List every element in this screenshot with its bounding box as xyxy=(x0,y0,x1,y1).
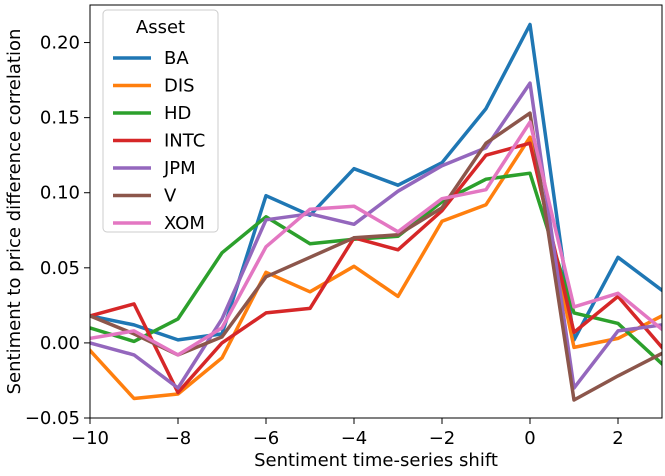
y-tick-label: 0.00 xyxy=(40,333,80,354)
legend-box xyxy=(102,9,219,233)
series-line-intc xyxy=(90,141,662,395)
x-axis-label: Sentiment time-series shift xyxy=(254,450,498,471)
y-tick-label: −0.05 xyxy=(25,408,80,429)
y-axis-label: Sentiment to price difference correlatio… xyxy=(4,29,25,395)
x-tick-label: 2 xyxy=(612,428,623,449)
legend-label: INTC xyxy=(164,131,205,152)
legend-label: XOM xyxy=(164,213,205,234)
series-lines xyxy=(90,22,662,402)
legend-label: JPM xyxy=(163,158,196,179)
legend-items: BA DIS HD INTC JPM V XOM xyxy=(113,48,205,234)
legend-label: HD xyxy=(164,103,191,124)
x-tick-label: 0 xyxy=(524,428,535,449)
x-tick-label: −8 xyxy=(165,428,192,449)
series-line-jpm xyxy=(90,81,662,390)
x-tick-label: −10 xyxy=(71,428,109,449)
series-line-dis xyxy=(90,135,662,401)
x-tick-label: −4 xyxy=(341,428,368,449)
y-tick-label: 0.15 xyxy=(40,108,80,129)
plot-frame xyxy=(89,4,663,419)
y-tick-label: 0.10 xyxy=(40,183,80,204)
legend: Asset BA DIS HD INTC JPM V XOM xyxy=(102,9,219,234)
x-tick-label: −2 xyxy=(429,428,456,449)
x-axis-ticks: −10 −8 −6 −4 −2 0 2 xyxy=(71,418,624,449)
series-line-xom xyxy=(90,120,662,357)
y-axis-ticks: −0.05 0.00 0.05 0.10 0.15 0.20 xyxy=(25,33,90,429)
legend-label: DIS xyxy=(164,76,195,97)
legend-label: V xyxy=(164,186,177,207)
y-tick-label: 0.05 xyxy=(40,258,80,279)
y-tick-label: 0.20 xyxy=(40,33,80,54)
x-tick-label: −6 xyxy=(253,428,280,449)
legend-label: BA xyxy=(164,48,189,69)
legend-title: Asset xyxy=(136,17,185,38)
